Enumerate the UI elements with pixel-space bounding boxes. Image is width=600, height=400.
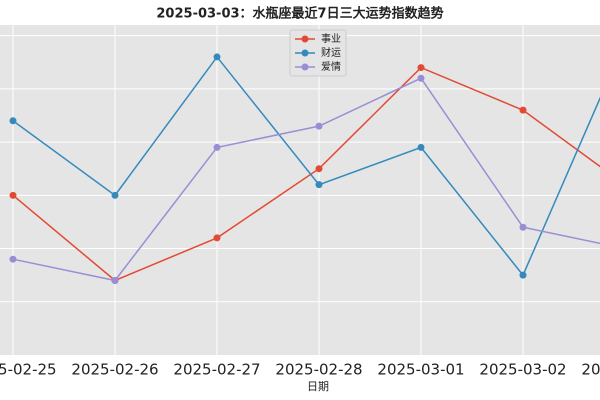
legend-label: 事业 [321, 32, 341, 45]
legend-label: 爱情 [321, 60, 341, 73]
data-point [213, 234, 221, 242]
data-point [213, 53, 221, 61]
data-point [213, 143, 221, 151]
grid [0, 25, 600, 355]
data-point [519, 106, 527, 114]
data-point [417, 64, 425, 72]
data-point [417, 143, 425, 151]
x-tick-label: 2025-02-28 [275, 361, 362, 379]
data-point [315, 181, 323, 189]
x-tick-label: 2025-03-01 [377, 361, 464, 379]
data-point [315, 165, 323, 173]
data-point [519, 271, 527, 279]
data-point [9, 191, 17, 199]
legend-marker [301, 35, 309, 43]
x-tick-label: 2025-03-03 [581, 361, 600, 379]
data-point [9, 255, 17, 263]
x-tick-label: 2025-02-27 [173, 361, 260, 379]
x-tick-label: 2025-02-25 [0, 361, 57, 379]
plot-area [0, 25, 600, 355]
legend-marker [301, 63, 309, 71]
data-point [417, 74, 425, 82]
x-tick-label: 2025-03-02 [479, 361, 566, 379]
data-point [9, 117, 17, 125]
x-tick-label: 2025-02-26 [71, 361, 158, 379]
legend-marker [301, 49, 309, 57]
data-point [111, 191, 119, 199]
lines [9, 53, 600, 284]
data-point [519, 223, 527, 231]
data-point [315, 122, 323, 130]
legend-label: 财运 [321, 46, 341, 59]
chart-title: 2025-03-03：水瓶座最近7日三大运势指数趋势 [156, 6, 443, 22]
x-tick-labels: 2025-02-25 2025-02-26 2025-02-27 2025-02-28… [0, 361, 600, 379]
x-axis-label: 日期 [307, 380, 329, 393]
data-point [111, 276, 119, 284]
